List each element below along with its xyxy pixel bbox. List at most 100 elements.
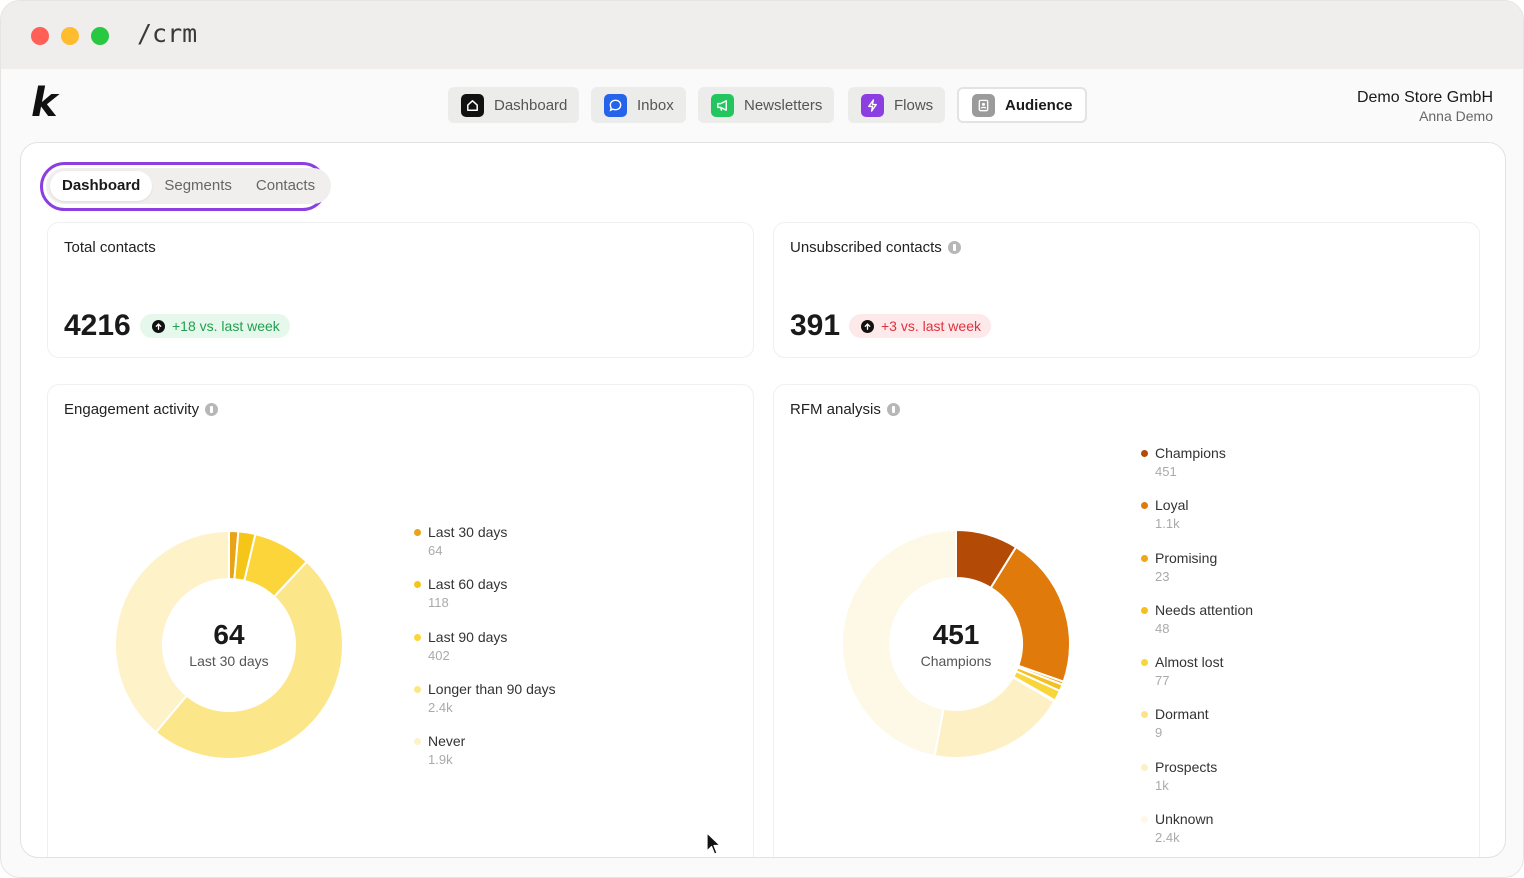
legend-item: Dormant 9	[1141, 705, 1253, 757]
legend-swatch	[1141, 606, 1148, 614]
nav-inbox-button[interactable]: Inbox	[591, 87, 686, 123]
legend-item: Longer than 90 days 2.4k	[414, 680, 556, 732]
brand-logo[interactable]: k	[31, 80, 58, 126]
donut-slice[interactable]	[154, 560, 344, 761]
lightning-icon	[861, 93, 884, 117]
legend-label: Last 60 days	[428, 576, 508, 593]
unsubscribed-title-text: Unsubscribed contacts	[790, 239, 942, 256]
subtab-dashboard[interactable]: Dashboard	[50, 171, 153, 201]
legend-label: Last 90 days	[428, 628, 508, 645]
legend-item: Promising 23	[1141, 549, 1253, 601]
subtab-segments[interactable]: Segments	[164, 177, 232, 194]
nav-flows-button[interactable]: Flows	[848, 87, 946, 123]
legend-item: Champions 451	[1141, 444, 1253, 496]
unsubscribed-contacts-card: Unsubscribed contacts 391 +3 vs. last we…	[773, 222, 1480, 358]
arrow-up-icon	[152, 319, 165, 333]
window-titlebar: /crm	[1, 1, 1523, 69]
legend-swatch	[1141, 763, 1148, 771]
account-menu[interactable]: Demo Store GmbH Anna Demo	[1357, 89, 1493, 124]
legend-label: Almost lost	[1155, 654, 1224, 671]
info-icon[interactable]	[205, 403, 219, 416]
legend-swatch	[414, 685, 421, 693]
total-contacts-delta-text: +18 vs. last week	[172, 318, 280, 334]
total-contacts-title: Total contacts	[64, 239, 156, 256]
subtab-contacts[interactable]: Contacts	[255, 177, 316, 194]
legend-item: Prospects 1k	[1141, 758, 1253, 810]
unsubscribed-value: 391	[790, 309, 841, 342]
nav-flows-label: Flows	[894, 96, 934, 114]
nav-audience-button[interactable]: Audience	[957, 87, 1087, 123]
legend-label: Unknown	[1155, 811, 1214, 828]
legend-value: 64	[428, 543, 443, 558]
legend-value: 2.4k	[1155, 830, 1180, 846]
legend-swatch	[414, 738, 421, 746]
donut-slice[interactable]	[114, 529, 230, 734]
rfm-analysis-card: RFM analysis 451 Champions Champions 451 L…	[773, 384, 1480, 857]
engagement-title-text: Engagement activity	[64, 401, 200, 418]
rfm-center-label: Champions	[920, 653, 992, 669]
legend-swatch	[414, 581, 421, 589]
info-icon[interactable]	[947, 241, 961, 254]
minimize-window-button[interactable]	[61, 27, 79, 45]
url-path: /crm	[137, 19, 198, 48]
legend-value: 77	[1155, 673, 1170, 689]
arrow-up-icon	[861, 319, 874, 333]
engagement-donut-center: 64 Last 30 days	[149, 619, 309, 669]
legend-item: Unknown 2.4k	[1141, 810, 1253, 857]
unsubscribed-title: Unsubscribed contacts	[790, 239, 961, 256]
legend-value: 48	[1155, 620, 1170, 636]
engagement-center-label: Last 30 days	[189, 653, 269, 669]
rfm-title: RFM analysis	[790, 401, 900, 418]
engagement-donut-chart	[114, 529, 344, 761]
legend-item: Last 60 days 118	[414, 575, 556, 627]
rfm-title-text: RFM analysis	[790, 401, 881, 418]
legend-value: 1.9k	[428, 752, 453, 768]
legend-label: Champions	[1155, 445, 1226, 461]
nav-dashboard-label: Dashboard	[494, 96, 568, 114]
rfm-donut-chart	[841, 528, 1071, 759]
legend-value: 451	[1155, 464, 1177, 479]
legend-item: Almost lost 77	[1141, 653, 1253, 705]
close-window-button[interactable]	[31, 27, 49, 45]
subtabs: Dashboard Segments Contacts	[46, 168, 332, 204]
legend-swatch	[414, 529, 421, 536]
legend-label: Longer than 90 days	[428, 680, 556, 697]
legend-item: Last 30 days 64	[414, 523, 556, 575]
home-icon	[461, 93, 484, 117]
rfm-donut-center: 451 Champions	[876, 619, 1036, 669]
legend-label: Dormant	[1155, 706, 1209, 723]
unsubscribed-delta-badge: +3 vs. last week	[849, 314, 991, 338]
total-contacts-value: 4216	[64, 309, 131, 342]
legend-value: 402	[428, 647, 450, 663]
maximize-window-button[interactable]	[91, 27, 109, 45]
legend-item: Never 1.9k	[414, 732, 556, 784]
megaphone-icon	[711, 93, 734, 117]
store-name: Demo Store GmbH	[1356, 89, 1493, 106]
legend-swatch	[1141, 816, 1148, 824]
engagement-center-value: 64	[213, 619, 245, 650]
engagement-title: Engagement activity	[64, 401, 219, 418]
nav-newsletters-label: Newsletters	[744, 96, 823, 114]
rfm-legend: Champions 451 Loyal 1.1k Promising 23 Needs at…	[1141, 444, 1253, 857]
user-name: Anna Demo	[1419, 108, 1493, 124]
mouse-cursor-icon	[706, 832, 721, 855]
donut-slice[interactable]	[841, 528, 957, 758]
legend-value: 1k	[1155, 777, 1169, 793]
legend-value: 1.1k	[1155, 516, 1180, 532]
unsubscribed-delta-text: +3 vs. last week	[881, 318, 981, 334]
legend-label: Loyal	[1155, 497, 1189, 514]
legend-swatch	[1141, 659, 1148, 667]
legend-swatch	[1141, 502, 1148, 510]
chat-bubble-icon	[604, 93, 627, 117]
legend-item: Needs attention 48	[1141, 601, 1253, 653]
legend-value: 2.4k	[428, 699, 453, 715]
info-icon[interactable]	[886, 403, 900, 416]
nav-dashboard-button[interactable]: Dashboard	[448, 87, 580, 123]
nav-newsletters-button[interactable]: Newsletters	[698, 87, 835, 123]
engagement-activity-card: Engagement activity 64 Last 30 days Last…	[47, 384, 754, 857]
legend-label: Last 30 days	[428, 524, 508, 540]
legend-item: Last 90 days 402	[414, 628, 556, 680]
legend-value: 118	[428, 595, 449, 611]
nav-audience-label: Audience	[1005, 96, 1073, 114]
